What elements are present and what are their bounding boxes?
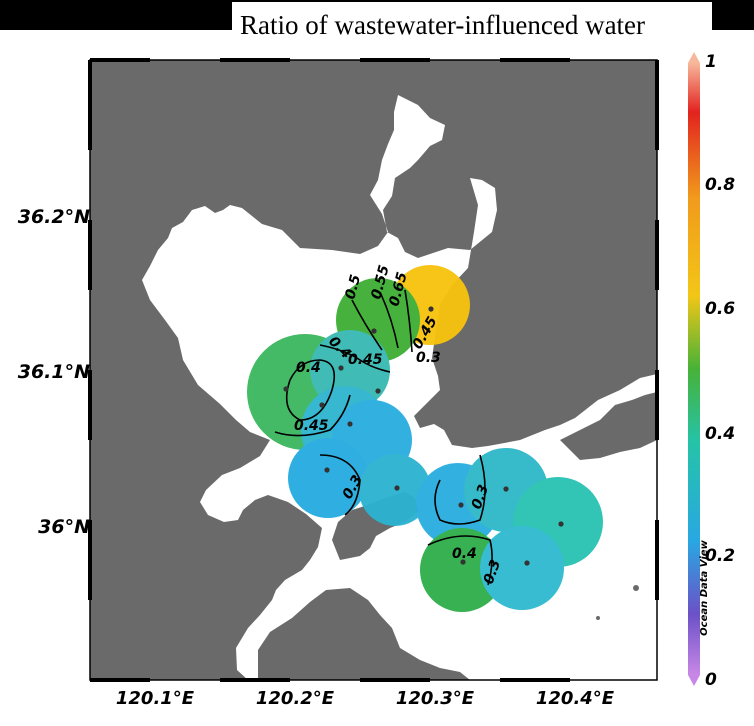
colorbar-tick-0-4: 0.4 — [705, 424, 736, 444]
svg-text:0.5: 0.5 — [342, 273, 364, 301]
colorbar-tick-0-6: 0.6 — [705, 299, 736, 319]
lon-label-120-3: 120.3°E — [395, 688, 475, 709]
station-dot — [428, 306, 434, 312]
station-dot — [371, 328, 377, 334]
lon-label-120-4: 120.4°E — [535, 688, 615, 709]
station-dot — [338, 365, 344, 371]
station-dot — [319, 402, 325, 408]
odv-credit: Ocean Data View — [699, 540, 710, 636]
colorbar — [688, 52, 700, 686]
svg-text:0.3: 0.3 — [481, 558, 505, 587]
ratio-field — [247, 265, 603, 612]
small-island — [596, 616, 600, 620]
svg-text:0.45: 0.45 — [348, 352, 383, 368]
lat-label-36-1: 36.1°N — [17, 361, 90, 383]
station-dot — [460, 559, 466, 565]
eastern-coast-land — [560, 392, 657, 460]
station-dot — [324, 467, 330, 473]
map-title: Ratio of wastewater-influenced water — [240, 10, 646, 40]
svg-text:0.45: 0.45 — [294, 418, 329, 434]
lat-label-36-0: 36°N — [38, 516, 90, 538]
colorbar-tick-0-2: 0.2 — [705, 546, 736, 566]
southern-peninsula — [258, 588, 470, 680]
station-dot — [375, 388, 381, 394]
colorbar-tick-1: 1 — [705, 52, 717, 72]
colorbar-tick-0: 0 — [705, 670, 717, 690]
contour-labels: 0.65 0.55 0.5 0.45 0.4 0.45 0.4 0.45 0.3… — [294, 263, 504, 586]
svg-text:0.3: 0.3 — [416, 350, 441, 366]
station-dot — [347, 421, 353, 427]
map-frame — [88, 58, 659, 682]
contour-lines — [274, 289, 493, 586]
station-dot — [524, 560, 530, 566]
svg-text:0.4: 0.4 — [296, 360, 321, 376]
station-dot — [283, 386, 289, 392]
svg-text:0.3: 0.3 — [469, 483, 493, 512]
station-markers — [283, 306, 564, 566]
lon-label-120-2: 120.2°E — [255, 688, 335, 709]
station-dot — [394, 485, 400, 491]
lon-label-120-1: 120.1°E — [115, 688, 195, 709]
station-dot — [503, 486, 509, 492]
svg-text:0.4: 0.4 — [452, 546, 477, 562]
title-background — [232, 2, 712, 48]
lat-label-36-2: 36.2°N — [17, 206, 90, 228]
station-dot — [458, 502, 464, 508]
small-island — [633, 585, 639, 591]
station-dot — [558, 521, 564, 527]
colorbar-tick-0-8: 0.8 — [705, 175, 736, 195]
